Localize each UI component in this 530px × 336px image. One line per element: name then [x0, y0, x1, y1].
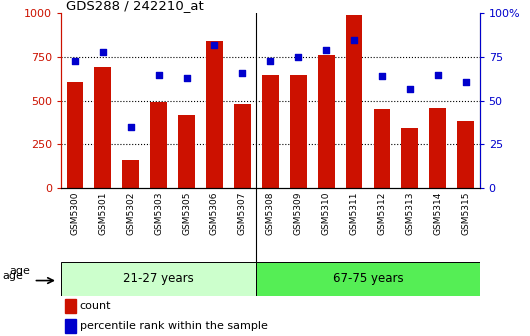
Text: GSM5306: GSM5306: [210, 192, 219, 235]
Point: [70, 58, 79, 63]
Point: [266, 58, 275, 63]
Text: GSM5309: GSM5309: [294, 192, 303, 235]
Bar: [262, 76, 279, 188]
Text: GSM5303: GSM5303: [154, 192, 163, 235]
Bar: [374, 109, 390, 188]
Text: count: count: [80, 301, 111, 311]
Text: percentile rank within the sample: percentile rank within the sample: [80, 321, 268, 331]
Bar: [234, 104, 251, 188]
Point: [434, 72, 442, 77]
Text: age: age: [3, 270, 23, 281]
Bar: [257, 262, 480, 296]
Bar: [346, 15, 363, 188]
Bar: [206, 41, 223, 188]
Text: GSM5302: GSM5302: [126, 192, 135, 235]
Bar: [290, 75, 306, 188]
Bar: [151, 102, 167, 188]
Text: GSM5300: GSM5300: [70, 192, 80, 235]
Bar: [402, 128, 418, 188]
Point: [154, 72, 163, 77]
Text: GSM5315: GSM5315: [461, 192, 470, 235]
Text: GSM5305: GSM5305: [182, 192, 191, 235]
Point: [210, 42, 219, 48]
Point: [378, 74, 386, 79]
Point: [294, 54, 303, 60]
Bar: [94, 67, 111, 188]
Point: [462, 79, 470, 84]
Bar: [122, 160, 139, 188]
Text: GDS288 / 242210_at: GDS288 / 242210_at: [66, 0, 204, 12]
Bar: [318, 55, 334, 188]
Bar: [65, 298, 76, 312]
Point: [238, 70, 246, 76]
Text: GSM5312: GSM5312: [377, 192, 386, 235]
Bar: [65, 319, 76, 333]
Point: [405, 86, 414, 91]
Text: GSM5308: GSM5308: [266, 192, 275, 235]
Text: GSM5311: GSM5311: [350, 192, 358, 235]
Text: GSM5310: GSM5310: [322, 192, 331, 235]
Point: [182, 75, 191, 81]
Point: [322, 47, 330, 53]
Text: 21-27 years: 21-27 years: [123, 272, 194, 285]
Point: [350, 37, 358, 42]
Text: 67-75 years: 67-75 years: [333, 272, 403, 285]
Text: GSM5314: GSM5314: [434, 192, 442, 235]
Bar: [67, 82, 83, 188]
Text: GSM5313: GSM5313: [405, 192, 414, 235]
Point: [99, 49, 107, 54]
Text: GSM5301: GSM5301: [99, 192, 107, 235]
Bar: [178, 115, 195, 188]
Bar: [457, 121, 474, 188]
Text: age: age: [9, 266, 30, 277]
Text: GSM5307: GSM5307: [238, 192, 247, 235]
Point: [127, 124, 135, 130]
Bar: [429, 108, 446, 188]
Bar: [61, 262, 257, 296]
